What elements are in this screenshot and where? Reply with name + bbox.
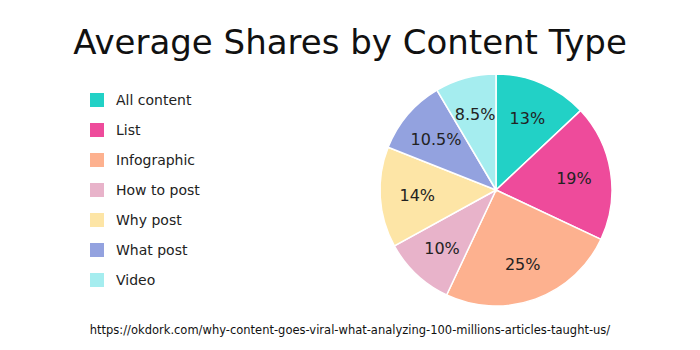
background [0, 0, 700, 350]
legend-label: Infographic [116, 152, 195, 168]
legend-swatch [90, 183, 104, 197]
data-label: 25% [505, 255, 541, 274]
chart-title: Average Shares by Content Type [73, 22, 627, 62]
legend-swatch [90, 123, 104, 137]
data-label: 8.5% [455, 105, 496, 124]
source-text: https://okdork.com/why-content-goes-vira… [90, 323, 611, 337]
legend-swatch [90, 273, 104, 287]
data-label: 10% [424, 239, 460, 258]
page-body: {"chart_data": {"type": "pie", "title": … [0, 0, 700, 350]
legend-label: What post [116, 242, 188, 258]
legend-label: List [116, 122, 141, 138]
data-label: 14% [399, 186, 435, 205]
chart-svg: Average Shares by Content Type All conten… [0, 0, 700, 350]
legend-label: Video [116, 272, 155, 288]
page: Chart html, body { margin: 0; padding: 0… [0, 0, 700, 350]
legend-swatch [90, 93, 104, 107]
pie [380, 74, 612, 306]
data-label: 19% [556, 169, 592, 188]
data-label: 13% [510, 109, 546, 128]
legend-label: Why post [116, 212, 182, 228]
legend-swatch [90, 153, 104, 167]
pie-labels: 13% 19% 25% 10% 14% 10.5% 8.5% [399, 105, 591, 274]
legend-swatch [90, 213, 104, 227]
legend-label: All content [116, 92, 192, 108]
legend-label: How to post [116, 182, 200, 198]
legend-swatch [90, 243, 104, 257]
legend: All content List Infographic How to post Why… [90, 92, 200, 288]
data-label: 10.5% [411, 130, 462, 149]
